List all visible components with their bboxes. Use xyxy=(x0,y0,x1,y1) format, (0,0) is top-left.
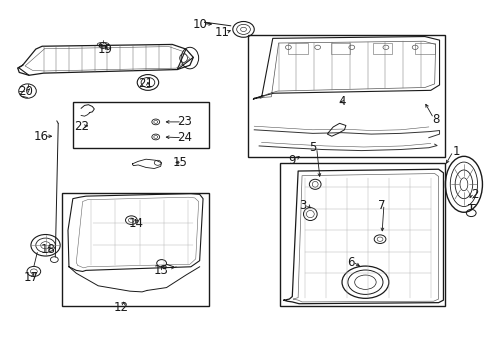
Bar xyxy=(372,43,391,54)
Bar xyxy=(288,43,307,54)
Text: 18: 18 xyxy=(41,243,56,256)
Text: 13: 13 xyxy=(153,264,168,277)
Text: 16: 16 xyxy=(33,130,48,144)
Bar xyxy=(330,43,349,54)
Text: 23: 23 xyxy=(177,116,192,129)
Bar xyxy=(414,43,434,54)
Text: 11: 11 xyxy=(215,27,229,40)
Text: 19: 19 xyxy=(98,42,113,55)
Text: 17: 17 xyxy=(23,271,39,284)
Bar xyxy=(279,163,445,306)
Text: 15: 15 xyxy=(172,156,187,169)
Text: 12: 12 xyxy=(114,301,129,314)
Bar xyxy=(61,193,209,306)
Text: 14: 14 xyxy=(128,216,143,230)
Text: 22: 22 xyxy=(74,120,88,133)
Text: 9: 9 xyxy=(288,154,295,167)
Bar xyxy=(248,35,445,157)
Text: 3: 3 xyxy=(299,199,306,212)
Text: 24: 24 xyxy=(177,131,192,144)
Text: 1: 1 xyxy=(452,145,459,158)
Text: 20: 20 xyxy=(18,85,32,98)
Bar xyxy=(73,102,209,148)
Text: 4: 4 xyxy=(338,95,345,108)
Text: 6: 6 xyxy=(346,256,354,269)
Text: 10: 10 xyxy=(192,18,206,31)
Text: 7: 7 xyxy=(378,199,385,212)
Text: 5: 5 xyxy=(308,141,316,154)
Text: 2: 2 xyxy=(470,188,477,201)
Text: 21: 21 xyxy=(138,77,153,90)
Text: 8: 8 xyxy=(431,113,439,126)
